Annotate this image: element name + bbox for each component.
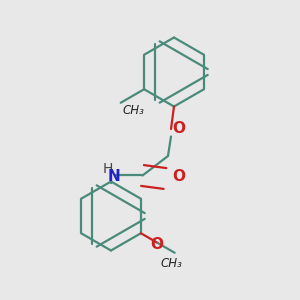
Text: CH₃: CH₃: [122, 104, 144, 117]
Text: O: O: [172, 122, 185, 136]
Text: H: H: [103, 162, 113, 176]
Text: O: O: [150, 237, 163, 252]
Text: CH₃: CH₃: [161, 257, 183, 270]
Text: O: O: [172, 169, 185, 184]
Text: N: N: [108, 169, 120, 184]
